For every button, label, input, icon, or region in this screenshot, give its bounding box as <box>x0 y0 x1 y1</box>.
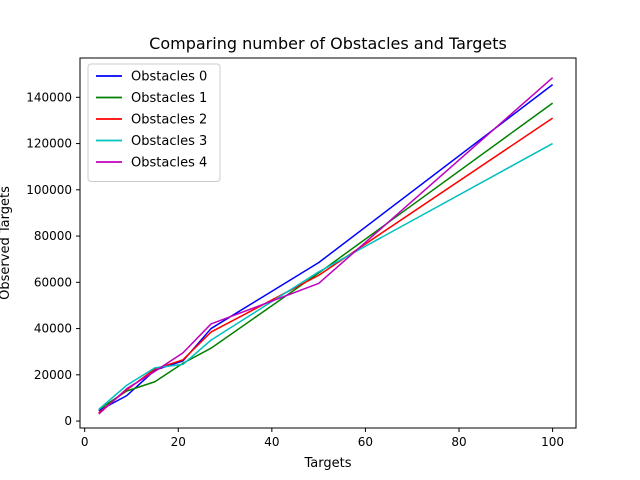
x-tick-label: 100 <box>541 435 564 449</box>
chart-title: Comparing number of Obstacles and Target… <box>149 34 507 53</box>
y-tick-label: 140000 <box>26 90 72 104</box>
x-axis: 0 20 40 60 80 100 <box>81 428 564 449</box>
series-line-4 <box>98 77 554 415</box>
y-tick-label: 80000 <box>34 229 72 243</box>
x-tick-label: 60 <box>358 435 373 449</box>
y-tick-label: 20000 <box>34 368 72 382</box>
legend-label-2: Obstacles 2 <box>131 113 207 128</box>
x-tick-label: 0 <box>81 435 89 449</box>
y-tick-label: 40000 <box>34 322 72 336</box>
series-line-3 <box>98 142 553 411</box>
plot-frame <box>79 57 577 429</box>
series-line-1 <box>98 102 554 411</box>
legend-label-0: Obstacles 0 <box>131 70 207 85</box>
y-tick-label: 100000 <box>26 183 72 197</box>
series-lines <box>98 77 554 415</box>
legend: Obstacles 0 Obstacles 1 Obstacles 2 Obstacl… <box>87 63 221 182</box>
legend-label-1: Obstacles 1 <box>131 91 207 106</box>
legend-label-3: Obstacles 3 <box>131 134 207 149</box>
y-axis-label: Observed Targets <box>0 186 13 300</box>
y-tick-label: 120000 <box>26 137 72 151</box>
x-tick-label: 20 <box>171 435 186 449</box>
legend-label-4: Obstacles 4 <box>131 156 207 171</box>
x-axis-label: Targets <box>304 456 352 471</box>
x-tick-label: 80 <box>451 435 466 449</box>
x-tick-label: 40 <box>264 435 279 449</box>
series-line-2 <box>98 117 554 414</box>
y-tick-label: 60000 <box>34 275 72 289</box>
legend-box <box>87 63 221 182</box>
y-tick-label: 0 <box>64 414 72 428</box>
y-axis: 0 20000 40000 60000 80000 100000 120000 140000 <box>26 90 80 428</box>
series-line-0 <box>98 83 554 412</box>
